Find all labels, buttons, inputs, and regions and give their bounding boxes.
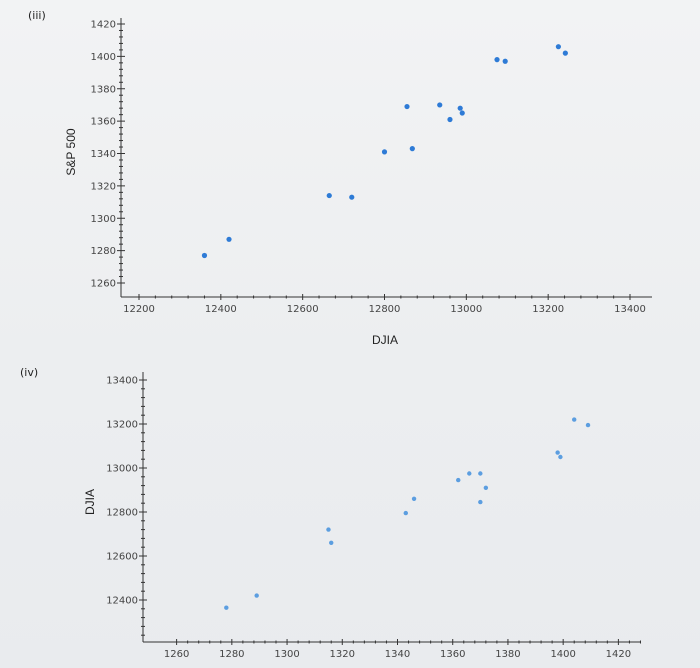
scatter-point-iii-9 [447,116,453,123]
y-tick-label-iii: 1320 [91,181,116,192]
x-tick-label-iii: 12400 [205,304,237,315]
y-axis-title-iv: DJIA [83,489,97,515]
y-tick-label-iii: 1400 [91,52,116,63]
y-tick-label-iii: 1340 [91,149,116,160]
scatter-point-iii-1 [201,252,208,259]
x-tick-label-iv: 1260 [164,649,189,660]
x-tick-label-iii: 13400 [614,304,646,315]
points-panel-iv [224,417,591,610]
scatter-point-iv-10 [478,499,483,505]
panel-label-iii: (iii) [28,9,46,22]
y-tick-label-iii: 1360 [91,117,116,128]
scatter-point-iii-11 [459,110,465,116]
x-tick-label-iv: 1280 [219,649,244,660]
scatter-point-iv-9 [478,471,483,476]
scatter-point-iv-2 [254,593,259,598]
scatter-point-iv-13 [558,454,563,460]
scatter-point-iv-5 [403,510,408,516]
x-tick-label-iv: 1420 [606,649,631,660]
axes-panel-iv: 1260 1280 1300 1320 1340 1360 1380 1400 1420 1240… [106,372,641,660]
scatter-point-iv-12 [555,450,560,455]
points-panel-iii [201,44,568,259]
x-tick-label-iv: 1360 [440,649,465,660]
y-tick-label-iv: 13000 [106,464,138,475]
scatter-point-iv-6 [411,496,417,501]
scatter-panel-iii: (iii) 12200 12400 12600 12800 13000 13200 1340… [28,9,652,347]
x-tick-label-iv: 1400 [550,649,575,660]
x-tick-label-iii: 12800 [369,304,401,315]
x-tick-label-iii: 13200 [532,304,564,315]
y-tick-label-iii: 1300 [91,214,116,225]
x-tick-label-iv: 1320 [330,649,355,660]
y-tick-label-iii: 1260 [91,279,116,290]
panel-label-iv: (iv) [20,366,38,379]
scatter-point-iv-8 [467,471,472,476]
scatter-point-iv-4 [329,540,334,545]
scatter-point-iv-15 [585,422,591,428]
x-tick-label-iv: 1340 [385,649,410,660]
x-tick-label-iii: 12600 [287,304,319,315]
scatter-point-iii-10 [457,105,463,111]
x-tick-label-iii: 13000 [450,304,482,315]
y-tick-label-iv: 13200 [106,420,138,431]
y-tick-label-iv: 12400 [106,596,138,607]
scatter-point-iv-11 [483,485,489,490]
x-axis-title-iii: DJIA [372,333,398,347]
y-tick-label-iv: 12800 [106,508,138,519]
axes-panel-iii: 12200 12400 12600 12800 13000 13200 13400 1260 1… [91,18,652,315]
scatter-point-iii-2 [226,236,232,242]
y-tick-label-iii: 1380 [91,84,116,95]
x-tick-label-iii: 12200 [123,304,155,315]
y-tick-label-iv: 12600 [106,552,138,563]
scatter-point-iii-12 [494,57,500,63]
y-tick-label-iv: 13400 [106,376,138,387]
scatter-point-iii-4 [349,194,355,200]
y-axis-title-iii: S&P 500 [64,128,78,175]
scatter-point-iii-14 [555,44,561,50]
scatter-point-iii-7 [409,146,415,152]
x-tick-label-iv: 1380 [495,649,520,660]
y-tick-label-iii: 1280 [91,246,116,257]
scatter-point-iii-3 [326,192,332,199]
scatter-point-iii-13 [502,58,508,64]
scatter-point-iii-5 [381,149,388,155]
scatter-point-iii-8 [437,102,443,108]
scatter-point-iii-6 [404,103,410,110]
scatter-point-iii-15 [562,50,568,56]
x-tick-label-iv: 1300 [274,649,299,660]
scatter-panel-iv: (iv) 1260 1280 1300 1320 1340 1360 1380 1400 142… [20,366,641,660]
scatter-point-iv-3 [326,527,331,532]
scatter-point-iv-14 [572,417,577,422]
y-tick-label-iii: 1420 [91,20,116,31]
scatter-point-iv-1 [224,605,229,610]
scatter-point-iv-7 [456,477,461,483]
